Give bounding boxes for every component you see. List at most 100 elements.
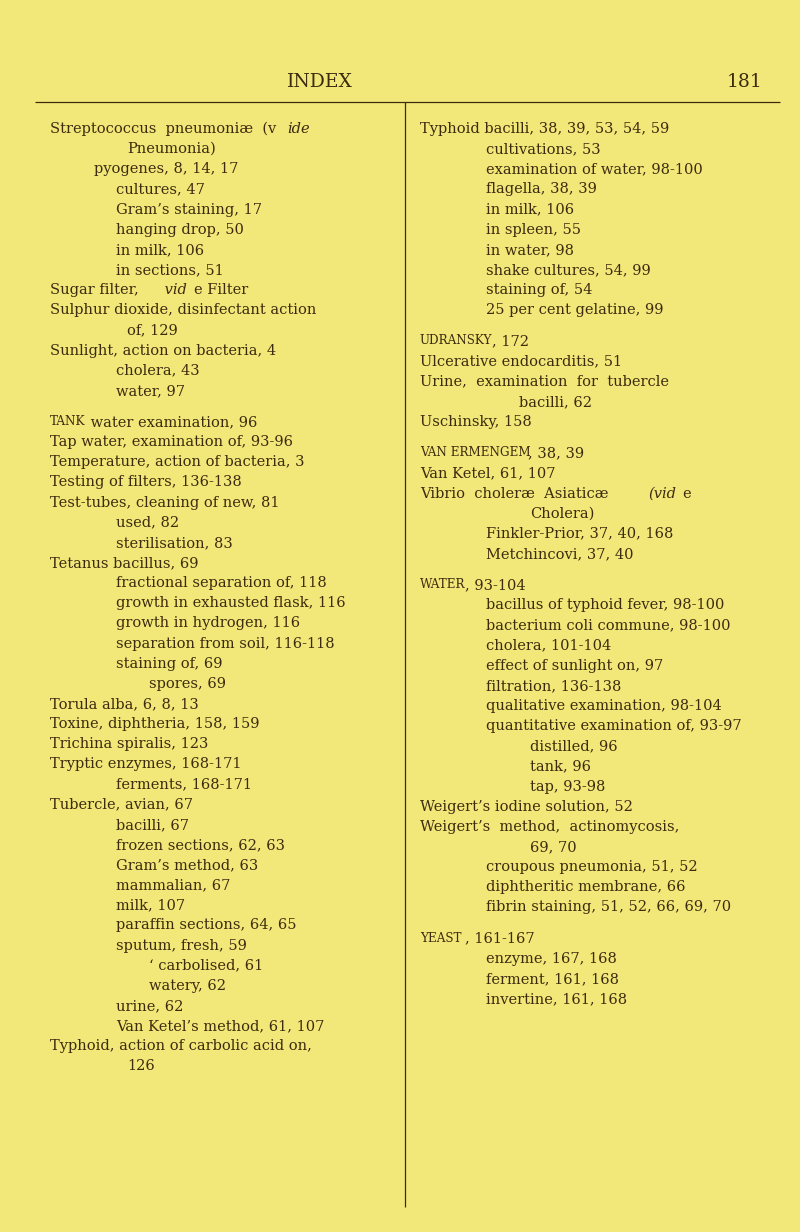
Text: diphtheritic membrane, 66: diphtheritic membrane, 66 <box>486 880 686 894</box>
Text: Finkler-Prior, 37, 40, 168: Finkler-Prior, 37, 40, 168 <box>486 527 674 541</box>
Text: cultures, 47: cultures, 47 <box>116 182 205 196</box>
Text: VAN ERMENGEM: VAN ERMENGEM <box>420 446 530 460</box>
Text: Tubercle, avian, 67: Tubercle, avian, 67 <box>50 797 193 812</box>
Text: fractional separation of, 118: fractional separation of, 118 <box>116 577 326 590</box>
Text: Gram’s staining, 17: Gram’s staining, 17 <box>116 202 262 217</box>
Text: 126: 126 <box>127 1060 154 1073</box>
Text: Weigert’s iodine solution, 52: Weigert’s iodine solution, 52 <box>420 800 633 813</box>
Text: in sections, 51: in sections, 51 <box>116 262 224 277</box>
Text: shake cultures, 54, 99: shake cultures, 54, 99 <box>486 262 650 277</box>
Text: Van Ketel, 61, 107: Van Ketel, 61, 107 <box>420 467 555 480</box>
Text: quantitative examination of, 93-97: quantitative examination of, 93-97 <box>486 719 742 733</box>
Text: Sugar filter,: Sugar filter, <box>50 283 138 297</box>
Text: growth in hydrogen, 116: growth in hydrogen, 116 <box>116 616 300 631</box>
Text: Uschinsky, 158: Uschinsky, 158 <box>420 415 532 429</box>
Text: Vibrio  choleræ  Asiaticæ: Vibrio choleræ Asiaticæ <box>420 487 618 500</box>
Text: in milk, 106: in milk, 106 <box>116 243 204 256</box>
Text: e Filter: e Filter <box>194 283 248 297</box>
Text: mammalian, 67: mammalian, 67 <box>116 878 230 892</box>
Text: Toxine, diphtheria, 158, 159: Toxine, diphtheria, 158, 159 <box>50 717 259 731</box>
Text: Urine,  examination  for  tubercle: Urine, examination for tubercle <box>420 375 669 389</box>
Text: 181: 181 <box>727 73 763 91</box>
Text: Cholera): Cholera) <box>530 506 594 521</box>
Text: 69, 70: 69, 70 <box>530 840 577 854</box>
Text: in spleen, 55: in spleen, 55 <box>486 223 581 237</box>
Text: paraffin sections, 64, 65: paraffin sections, 64, 65 <box>116 919 297 933</box>
Text: Streptococcus  pneumoniæ  (v: Streptococcus pneumoniæ (v <box>50 122 276 137</box>
Text: Typhoid, action of carbolic acid on,: Typhoid, action of carbolic acid on, <box>50 1040 312 1053</box>
Text: pyogenes, 8, 14, 17: pyogenes, 8, 14, 17 <box>94 163 238 176</box>
Text: bacilli, 62: bacilli, 62 <box>519 395 592 409</box>
Text: Trichina spiralis, 123: Trichina spiralis, 123 <box>50 737 208 752</box>
Text: distilled, 96: distilled, 96 <box>530 739 618 753</box>
Text: Ulcerative endocarditis, 51: Ulcerative endocarditis, 51 <box>420 355 622 368</box>
Text: Metchincovi, 37, 40: Metchincovi, 37, 40 <box>486 547 634 561</box>
Text: tap, 93-98: tap, 93-98 <box>530 780 606 793</box>
Text: Weigert’s  method,  actinomycosis,: Weigert’s method, actinomycosis, <box>420 819 679 834</box>
Text: Testing of filters, 136-138: Testing of filters, 136-138 <box>50 476 242 489</box>
Text: watery, 62: watery, 62 <box>149 979 226 993</box>
Text: cholera, 43: cholera, 43 <box>116 363 200 378</box>
Text: staining of, 54: staining of, 54 <box>486 283 592 297</box>
Text: Test-tubes, cleaning of new, 81: Test-tubes, cleaning of new, 81 <box>50 495 279 510</box>
Text: milk, 107: milk, 107 <box>116 898 185 913</box>
Text: growth in exhausted flask, 116: growth in exhausted flask, 116 <box>116 596 346 610</box>
Text: Gram’s method, 63: Gram’s method, 63 <box>116 857 258 872</box>
Text: , 38, 39: , 38, 39 <box>529 446 585 461</box>
Text: Tryptic enzymes, 168-171: Tryptic enzymes, 168-171 <box>50 758 242 771</box>
Text: , 93-104: , 93-104 <box>466 578 526 593</box>
Text: , 172: , 172 <box>492 334 530 349</box>
Text: Tetanus bacillus, 69: Tetanus bacillus, 69 <box>50 556 198 570</box>
Text: water, 97: water, 97 <box>116 384 185 398</box>
Text: in water, 98: in water, 98 <box>486 243 574 256</box>
Text: INDEX: INDEX <box>287 73 353 91</box>
Text: Sulphur dioxide, disinfectant action: Sulphur dioxide, disinfectant action <box>50 303 316 318</box>
Text: invertine, 161, 168: invertine, 161, 168 <box>486 992 627 1007</box>
Text: urine, 62: urine, 62 <box>116 999 183 1013</box>
Text: e: e <box>682 487 691 500</box>
Text: in milk, 106: in milk, 106 <box>486 202 574 217</box>
Text: separation from soil, 116-118: separation from soil, 116-118 <box>116 637 334 650</box>
Text: staining of, 69: staining of, 69 <box>116 657 222 670</box>
Text: 25 per cent gelatine, 99: 25 per cent gelatine, 99 <box>486 303 663 318</box>
Text: cholera, 101-104: cholera, 101-104 <box>486 638 611 653</box>
Text: examination of water, 98-100: examination of water, 98-100 <box>486 163 702 176</box>
Text: effect of sunlight on, 97: effect of sunlight on, 97 <box>486 659 663 673</box>
Text: tank, 96: tank, 96 <box>530 759 591 774</box>
Text: vid: vid <box>160 283 187 297</box>
Text: bacilli, 67: bacilli, 67 <box>116 818 189 832</box>
Text: ferments, 168-171: ferments, 168-171 <box>116 777 252 791</box>
Text: flagella, 38, 39: flagella, 38, 39 <box>486 182 597 196</box>
Text: ide: ide <box>287 122 310 136</box>
Text: frozen sections, 62, 63: frozen sections, 62, 63 <box>116 838 285 853</box>
Text: cultivations, 53: cultivations, 53 <box>486 142 601 156</box>
Text: spores, 69: spores, 69 <box>149 676 226 691</box>
Text: water examination, 96: water examination, 96 <box>86 415 258 429</box>
Text: TANK: TANK <box>50 415 86 428</box>
Text: Temperature, action of bacteria, 3: Temperature, action of bacteria, 3 <box>50 456 305 469</box>
Text: UDRANSKY: UDRANSKY <box>420 334 493 347</box>
Text: croupous pneumonia, 51, 52: croupous pneumonia, 51, 52 <box>486 860 698 873</box>
Text: enzyme, 167, 168: enzyme, 167, 168 <box>486 952 617 966</box>
Text: bacillus of typhoid fever, 98-100: bacillus of typhoid fever, 98-100 <box>486 599 724 612</box>
Text: Van Ketel’s method, 61, 107: Van Ketel’s method, 61, 107 <box>116 1019 324 1034</box>
Text: Pneumonia): Pneumonia) <box>127 142 216 156</box>
Text: ferment, 161, 168: ferment, 161, 168 <box>486 972 619 986</box>
Text: fibrin staining, 51, 52, 66, 69, 70: fibrin staining, 51, 52, 66, 69, 70 <box>486 901 731 914</box>
Text: Tap water, examination of, 93-96: Tap water, examination of, 93-96 <box>50 435 293 450</box>
Text: Sunlight, action on bacteria, 4: Sunlight, action on bacteria, 4 <box>50 344 276 357</box>
Text: sputum, fresh, 59: sputum, fresh, 59 <box>116 939 247 952</box>
Text: ‘ carbolised, 61: ‘ carbolised, 61 <box>149 958 263 973</box>
Text: WATER: WATER <box>420 578 466 591</box>
Text: hanging drop, 50: hanging drop, 50 <box>116 223 244 237</box>
Text: (vid: (vid <box>648 487 676 500</box>
Text: qualitative examination, 98-104: qualitative examination, 98-104 <box>486 699 722 713</box>
Text: of, 129: of, 129 <box>127 323 178 338</box>
Text: , 161-167: , 161-167 <box>466 931 535 946</box>
Text: YEAST: YEAST <box>420 931 462 945</box>
Text: sterilisation, 83: sterilisation, 83 <box>116 536 233 549</box>
Text: Torula alba, 6, 8, 13: Torula alba, 6, 8, 13 <box>50 697 198 711</box>
Text: filtration, 136-138: filtration, 136-138 <box>486 679 622 692</box>
Text: bacterium coli commune, 98-100: bacterium coli commune, 98-100 <box>486 618 730 632</box>
Text: Typhoid bacilli, 38, 39, 53, 54, 59: Typhoid bacilli, 38, 39, 53, 54, 59 <box>420 122 670 136</box>
